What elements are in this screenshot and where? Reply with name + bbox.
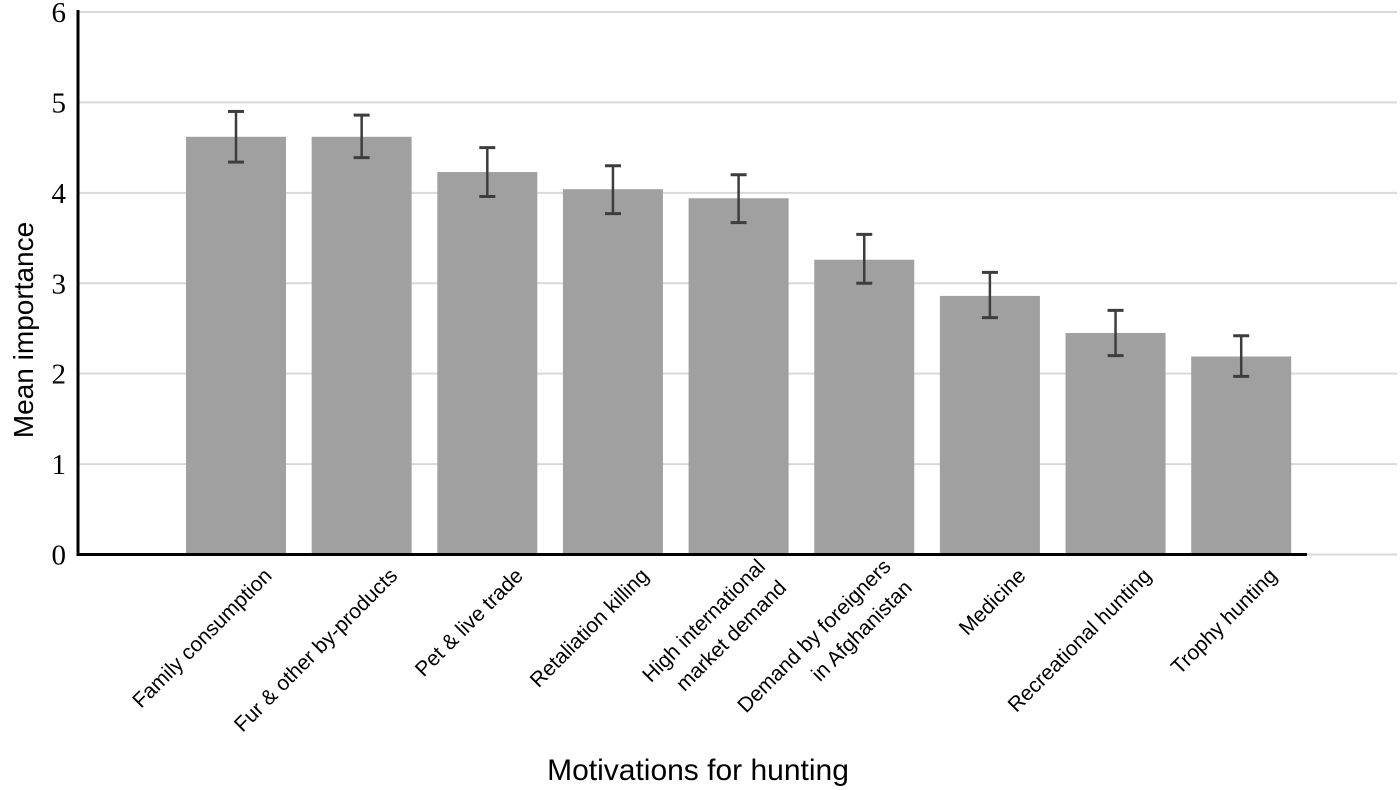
y-tick-label: 4 (52, 178, 67, 210)
y-tick-label: 1 (52, 449, 67, 481)
y-tick-label: 3 (52, 268, 67, 300)
error-bar (856, 232, 873, 285)
bar (437, 172, 538, 555)
bar (939, 295, 1040, 555)
y-axis-title: Mean importance (8, 222, 39, 438)
axes (76, 10, 1307, 556)
error-bar (1107, 308, 1124, 358)
bar (1065, 332, 1166, 555)
category-label: Retaliation killing (526, 564, 654, 692)
category-label-line: Medicine (955, 564, 1031, 640)
category-label: Pet & live trade (411, 564, 528, 681)
error-bar (228, 109, 244, 164)
y-axis-tick-labels: 0 1 2 3 4 5 6 (52, 0, 67, 572)
bar (311, 136, 412, 555)
bar (186, 136, 286, 555)
error-bar (479, 146, 496, 198)
y-tick-label: 2 (52, 359, 67, 391)
error-bar (981, 270, 998, 320)
category-label: Family consumption (128, 564, 276, 712)
error-bar (604, 164, 621, 216)
error-bars (228, 109, 1250, 378)
category-label: Recreational hunting (1004, 564, 1156, 716)
bar (1191, 356, 1292, 555)
error-bar (353, 113, 370, 160)
bar (562, 189, 663, 555)
y-tick-label: 6 (52, 0, 67, 29)
category-label-line: Pet & live trade (411, 564, 528, 681)
error-bar (1233, 334, 1250, 378)
error-bar (730, 173, 747, 225)
category-label: Demand by foreignersin Afghanistan (733, 555, 917, 739)
bars (186, 136, 1292, 555)
y-tick-label: 5 (52, 87, 67, 119)
y-tick-label: 0 (52, 540, 67, 572)
category-label-line: Recreational hunting (1004, 564, 1156, 716)
category-label-line: Trophy hunting (1167, 564, 1282, 679)
category-label: Medicine (955, 564, 1031, 640)
category-label-line: Retaliation killing (526, 564, 654, 692)
category-label: Trophy hunting (1167, 564, 1282, 679)
bar (688, 198, 789, 555)
bar (814, 259, 915, 555)
category-label-line: Family consumption (128, 564, 276, 712)
x-axis-title: Motivations for hunting (547, 754, 849, 787)
